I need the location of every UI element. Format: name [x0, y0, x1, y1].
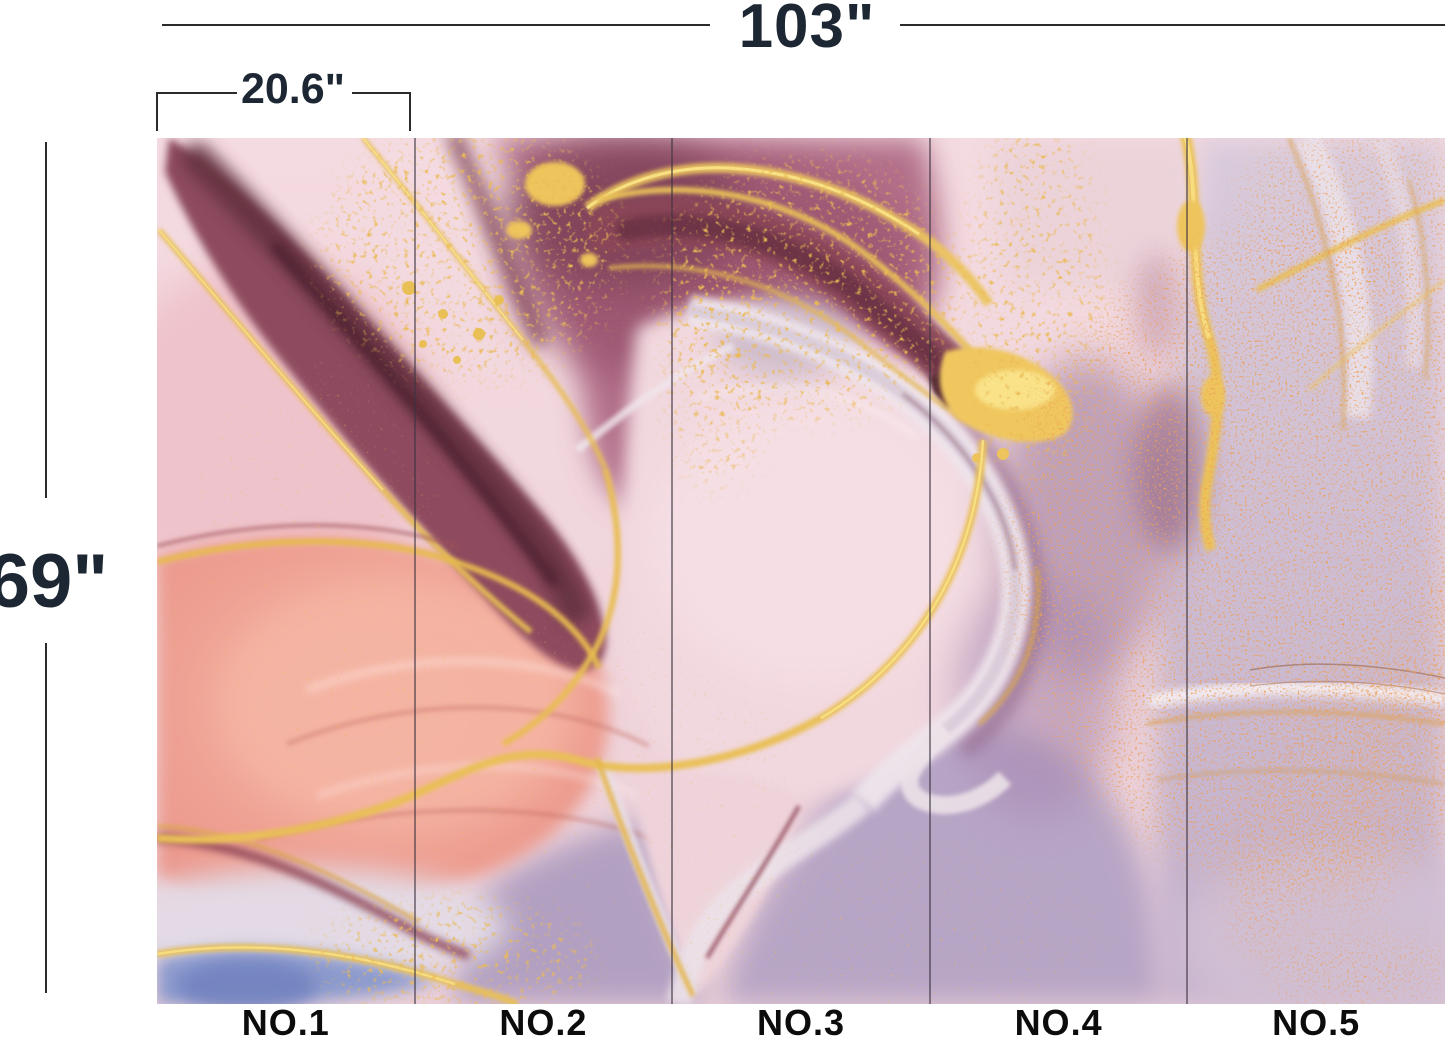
gold-dust	[167, 138, 1445, 1004]
width-dimension-line-right	[900, 24, 1445, 26]
width-dimension-line-left	[162, 24, 710, 26]
total-width-label: 103"	[738, 0, 876, 61]
panel-label-1: NO.1	[241, 1002, 330, 1039]
total-height-label: 69"	[0, 539, 109, 624]
panel-width-tick-right	[409, 92, 411, 131]
panel-label-row: NO.1 NO.2 NO.3 NO.4 NO.5	[157, 1002, 1445, 1039]
height-dimension-line-top	[45, 142, 47, 498]
panel-label-5: NO.5	[1272, 1002, 1361, 1039]
marble-artwork	[157, 138, 1445, 1004]
panel-width-tick-left	[156, 92, 158, 131]
panel-label-2: NO.2	[499, 1002, 588, 1039]
panel-width-label: 20.6"	[240, 65, 346, 113]
panel-label-3: NO.3	[756, 1002, 845, 1039]
wallpaper-mural	[157, 138, 1445, 1004]
height-dimension-line-bottom	[45, 643, 47, 993]
panel-divider-lines	[414, 138, 1188, 1004]
panel-width-line-right	[352, 92, 411, 94]
panel-width-line-left	[157, 92, 237, 94]
panel-label-4: NO.4	[1014, 1002, 1103, 1039]
